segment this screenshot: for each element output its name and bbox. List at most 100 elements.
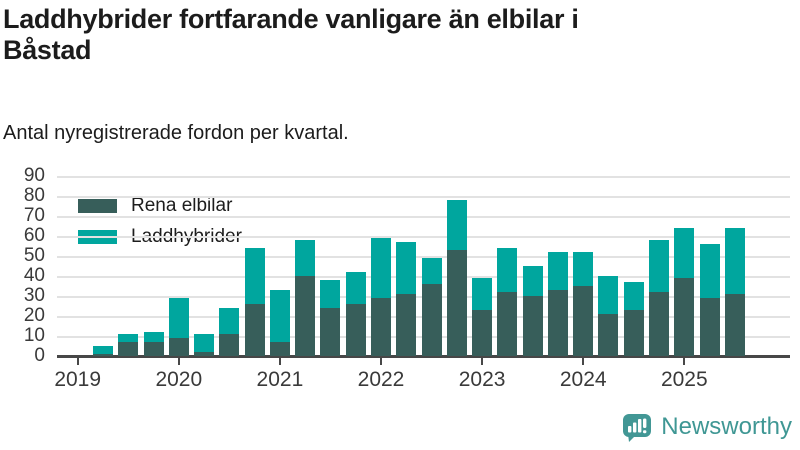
bar-segment-laddhybrider <box>522 266 543 296</box>
bar-segment-laddhybrider <box>623 282 644 310</box>
bar-chart-bubble-icon <box>622 412 652 442</box>
bar-segment-laddhybrider <box>118 334 139 342</box>
newsworthy-logo-link[interactable]: Newsworthy <box>622 412 792 442</box>
bar-2021-Q3 <box>320 280 341 356</box>
bar-segment-laddhybrider <box>724 228 745 294</box>
bar-2019-Q3 <box>118 334 139 356</box>
x-axis-label-2023: 2023 <box>458 368 506 391</box>
bar-2025-Q1 <box>674 228 695 356</box>
bar-segment-rena-elbilar <box>573 286 594 356</box>
bar-segment-laddhybrider <box>649 240 670 292</box>
bar-segment-rena-elbilar <box>724 294 745 356</box>
y-axis-label-50: 50 <box>23 245 45 266</box>
bar-2023-Q1 <box>472 278 493 356</box>
bar-2020-Q3 <box>219 308 240 356</box>
bar-2024-Q3 <box>623 282 644 356</box>
bar-segment-rena-elbilar <box>295 276 316 356</box>
bar-2020-Q1 <box>168 298 189 356</box>
bar-segment-rena-elbilar <box>674 278 695 356</box>
bar-segment-laddhybrider <box>92 346 113 354</box>
x-axis-label-2019: 2019 <box>54 368 102 391</box>
bar-segment-rena-elbilar <box>598 314 619 356</box>
legend-item: Rena elbilar <box>78 195 242 217</box>
bar-segment-laddhybrider <box>396 242 417 294</box>
bar-2020-Q4 <box>244 248 265 356</box>
bar-segment-rena-elbilar <box>269 342 290 356</box>
bar-2023-Q3 <box>522 266 543 356</box>
bar-segment-rena-elbilar <box>194 352 215 356</box>
x-axis-tick-2022 <box>380 357 382 365</box>
bar-segment-rena-elbilar <box>699 298 720 356</box>
bar-2025-Q3 <box>724 228 745 356</box>
bar-2023-Q4 <box>547 252 568 356</box>
bar-2023-Q2 <box>497 248 518 356</box>
x-axis-tick-2023 <box>481 357 484 365</box>
bar-segment-rena-elbilar <box>623 310 644 356</box>
bar-segment-rena-elbilar <box>320 308 341 356</box>
bar-2019-Q2 <box>92 346 113 356</box>
x-axis-line <box>57 355 790 358</box>
bar-2022-Q3 <box>421 258 442 356</box>
plot-area: Rena elbilar Laddhybrider 0 10 20 30 40 50 60 70… <box>24 166 790 391</box>
bar-2021-Q2 <box>295 240 316 356</box>
bar-2022-Q2 <box>396 242 417 356</box>
y-axis-label-80: 80 <box>23 185 45 206</box>
bar-segment-laddhybrider <box>194 334 215 352</box>
bar-segment-rena-elbilar <box>446 250 467 356</box>
chart-subtitle: Antal nyregistrerade fordon per kvartal. <box>3 122 349 144</box>
bar-segment-laddhybrider <box>497 248 518 292</box>
bar-segment-rena-elbilar <box>345 304 366 356</box>
bar-segment-laddhybrider <box>295 240 316 276</box>
bar-2022-Q1 <box>371 238 391 356</box>
y-axis-label-20: 20 <box>23 305 45 326</box>
y-axis-label-10: 10 <box>23 325 45 346</box>
x-axis-tick-2025 <box>683 357 686 365</box>
bar-2019-Q4 <box>143 332 164 356</box>
x-axis-tick-2024 <box>582 357 585 365</box>
gridline-y-90 <box>57 176 790 178</box>
y-axis-label-60: 60 <box>23 225 45 246</box>
bar-segment-rena-elbilar <box>92 354 113 356</box>
x-axis-label-2020: 2020 <box>155 368 203 391</box>
bar-segment-laddhybrider <box>345 272 366 304</box>
x-axis-tick-2020 <box>177 357 180 365</box>
bar-segment-rena-elbilar <box>168 338 189 356</box>
bar-segment-laddhybrider <box>168 298 189 338</box>
x-axis-label-2024: 2024 <box>559 368 607 391</box>
bar-segment-laddhybrider <box>421 258 442 284</box>
bar-2020-Q2 <box>194 334 215 356</box>
bar-2024-Q1 <box>573 252 594 356</box>
bar-segment-laddhybrider <box>219 308 240 334</box>
bar-segment-rena-elbilar <box>649 292 670 356</box>
y-axis-label-0: 0 <box>34 345 45 366</box>
gridline-y-80 <box>57 196 790 198</box>
bar-segment-rena-elbilar <box>219 334 240 356</box>
legend-color-swatch <box>78 199 117 213</box>
bar-segment-laddhybrider <box>472 278 493 310</box>
y-axis-label-70: 70 <box>23 205 45 226</box>
bar-segment-laddhybrider <box>371 238 391 298</box>
x-axis-label-2021: 2021 <box>256 368 304 391</box>
bar-segment-laddhybrider <box>598 276 619 314</box>
legend: Rena elbilar Laddhybrider <box>78 195 242 248</box>
bar-2024-Q4 <box>649 240 670 356</box>
bar-segment-laddhybrider <box>573 252 594 286</box>
bar-2022-Q4 <box>446 200 467 356</box>
gridline-y-70 <box>57 216 790 218</box>
bar-segment-laddhybrider <box>244 248 265 304</box>
x-axis-label-2022: 2022 <box>357 368 405 391</box>
x-axis-tick-2021 <box>278 357 281 365</box>
bar-segment-laddhybrider <box>699 244 720 298</box>
bar-segment-rena-elbilar <box>118 342 139 356</box>
bar-segment-laddhybrider <box>320 280 341 308</box>
x-axis-tick-2019 <box>76 357 79 365</box>
bar-segment-laddhybrider <box>269 290 290 342</box>
newsworthy-logo-text: Newsworthy <box>661 413 792 440</box>
bar-2021-Q1 <box>269 290 290 356</box>
gridline-y-60 <box>57 236 790 238</box>
y-axis-label-40: 40 <box>23 265 45 286</box>
x-axis-label-2025: 2025 <box>660 368 708 391</box>
y-axis-label-90: 90 <box>23 165 45 186</box>
bar-segment-laddhybrider <box>674 228 695 278</box>
